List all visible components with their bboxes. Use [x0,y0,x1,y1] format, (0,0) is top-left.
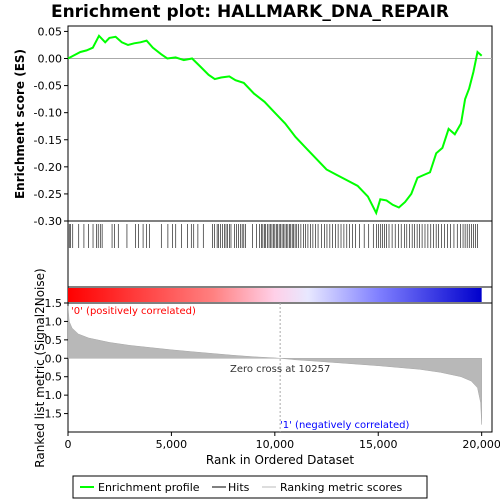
ranking-metric-area [67,305,482,425]
rank-gradient [68,288,482,302]
metric-ytick-label: 1.0 [45,315,63,328]
legend-box [72,475,428,499]
metric-ytick-label: -1.5 [41,408,62,421]
es-ytick-label: 0.05 [38,25,63,38]
es-panel-frame [67,25,493,222]
chart-title: Enrichment plot: HALLMARK_DNA_REPAIR [51,2,449,22]
metric-ylabel: Ranked list metric (Signal2Noise) [33,268,47,467]
enrichment-profile-line [67,34,483,216]
metric-ytick-label: -1.0 [41,389,62,402]
metric-ytick-label: -0.5 [41,371,62,384]
es-ytick-label: -0.25 [34,188,62,201]
legend-label-metric: Ranking metric scores [280,481,402,494]
x-axis-label: Rank in Ordered Dataset [206,453,354,467]
hits-panel-frame [67,220,493,288]
es-ytick-label: -0.20 [34,161,62,174]
metric-ytick-label: 1.5 [45,297,63,310]
es-ytick-label: -0.05 [34,80,62,93]
es-ytick-label: 0.00 [38,53,63,66]
es-ylabel: Enrichment score (ES) [13,49,27,199]
es-ytick-label: -0.30 [34,215,62,228]
x-tick-label: 20,000 [462,438,500,451]
x-tick-label: 5,000 [156,438,188,451]
negative-annotation: '1' (negatively correlated) [280,420,409,431]
legend-label-enrichment: Enrichment profile [98,481,200,494]
metric-ytick-label: 0.0 [45,352,63,365]
positive-annotation: '0' (positively correlated) [71,306,196,317]
es-ytick-label: -0.10 [34,107,62,120]
metric-ytick-label: 0.5 [45,334,63,347]
legend-label-hits: Hits [228,481,250,494]
x-tick-label: 15,000 [359,438,398,451]
x-tick-label: 10,000 [256,438,295,451]
x-tick-label: 0 [65,438,72,451]
zero-cross-annotation: Zero cross at 10257 [230,364,330,375]
es-ytick-label: -0.15 [34,134,62,147]
